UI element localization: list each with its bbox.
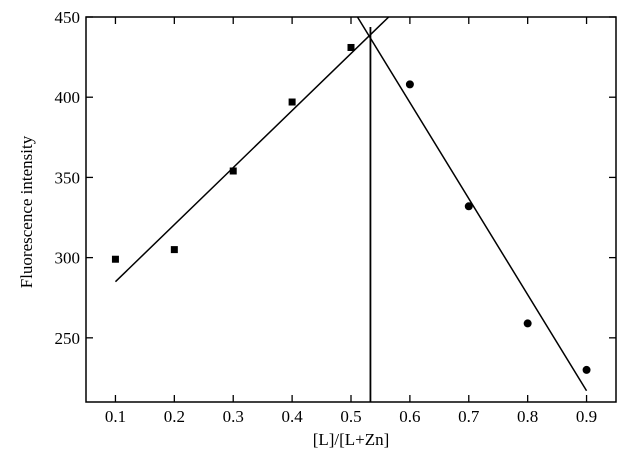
- y-tick-label: 450: [55, 8, 81, 27]
- y-tick-label: 250: [55, 329, 81, 348]
- circle-marker: [405, 80, 414, 89]
- square-marker: [170, 246, 178, 254]
- y-tick-label: 400: [55, 88, 81, 107]
- x-tick-label: 0.8: [517, 407, 538, 426]
- circle-marker: [523, 319, 532, 328]
- x-tick-label: 0.4: [281, 407, 303, 426]
- x-tick-label: 0.2: [164, 407, 185, 426]
- square-marker: [347, 43, 355, 51]
- fit-line: [114, 16, 390, 283]
- plot-frame: [85, 16, 617, 403]
- x-tick-label: 0.6: [399, 407, 420, 426]
- x-tick-label: 0.9: [576, 407, 597, 426]
- x-axis-label: [L]/[L+Zn]: [313, 430, 390, 449]
- circle-marker: [464, 202, 473, 211]
- circle-marker: [582, 365, 591, 374]
- x-tick-label: 0.3: [223, 407, 244, 426]
- fit-line: [356, 16, 588, 392]
- x-tick-label: 0.1: [105, 407, 126, 426]
- square-marker: [288, 98, 296, 106]
- x-tick-label: 0.7: [458, 407, 480, 426]
- y-tick-label: 350: [55, 168, 81, 187]
- x-tick-label: 0.5: [340, 407, 361, 426]
- square-marker: [229, 167, 237, 175]
- square-marker: [111, 255, 119, 263]
- y-axis-label: Fluorescence intensity: [17, 135, 36, 288]
- y-tick-label: 300: [55, 249, 81, 268]
